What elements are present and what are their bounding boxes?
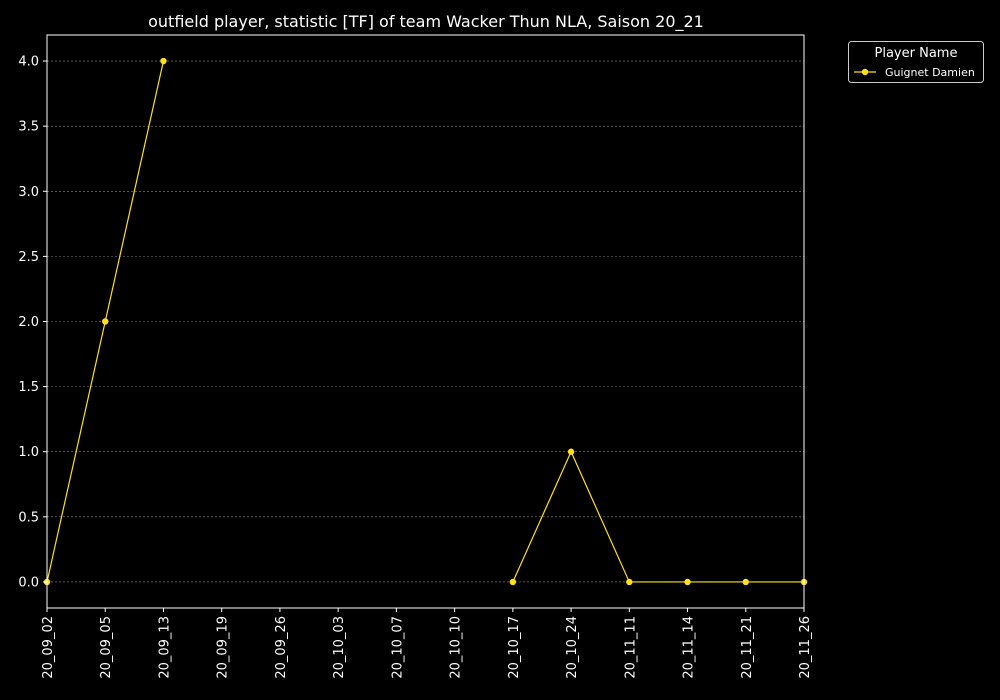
data-point [626, 578, 633, 586]
x-tick-label: 20_11_26 [798, 616, 813, 679]
y-tick-label: 1.0 [18, 445, 39, 460]
x-tick-label: 20_11_21 [740, 616, 755, 679]
y-tick-label: 2.5 [18, 250, 39, 265]
x-tick-label: 20_10_24 [565, 616, 580, 679]
x-axis: 20_09_02 20_09_05 20_09_13 20_09_19 20_09_26… [41, 608, 813, 679]
legend-box [848, 41, 984, 83]
data-point [102, 318, 109, 325]
data-point [509, 578, 517, 586]
y-tick-label: 3.5 [18, 120, 39, 135]
grid-lines [47, 60, 804, 583]
x-tick-label: 20_11_11 [623, 616, 638, 679]
legend-marker [861, 68, 869, 76]
y-tick-label: 4.0 [18, 55, 39, 70]
x-tick-label: 20_11_14 [682, 616, 697, 679]
x-tick-label: 20_09_02 [41, 616, 56, 679]
x-tick-label: 20_10_10 [449, 616, 464, 679]
legend-title: Player Name [875, 46, 958, 61]
series-layer [43, 57, 808, 586]
x-tick-label: 20_10_03 [332, 616, 347, 679]
data-point [684, 578, 691, 586]
x-tick-label: 20_10_07 [390, 616, 405, 679]
x-tick-label: 20_09_19 [216, 616, 231, 679]
data-point [160, 57, 167, 65]
legend-series-label: Guignet Damien [885, 66, 975, 79]
chart-title: outfield player, statistic [TF] of team … [148, 12, 704, 32]
y-tick-label: 3.0 [18, 185, 39, 200]
y-tick-label: 1.5 [18, 380, 39, 395]
x-tick-label: 20_09_26 [274, 616, 289, 679]
y-tick-label: 0.5 [18, 510, 39, 525]
x-tick-label: 20_09_13 [157, 616, 172, 679]
data-point [742, 578, 749, 586]
legend: Player Name Guignet Damien [848, 41, 984, 83]
y-tick-label: 2.0 [18, 315, 39, 330]
x-tick-label: 20_10_17 [507, 616, 522, 679]
y-tick-label: 0.0 [18, 575, 39, 590]
x-tick-label: 20_09_05 [99, 616, 114, 679]
data-point [567, 448, 575, 455]
y-axis: 0.0 0.5 1.0 1.5 2.0 2.5 3.0 3.5 4.0 [18, 55, 47, 590]
series-line [512, 450, 804, 583]
